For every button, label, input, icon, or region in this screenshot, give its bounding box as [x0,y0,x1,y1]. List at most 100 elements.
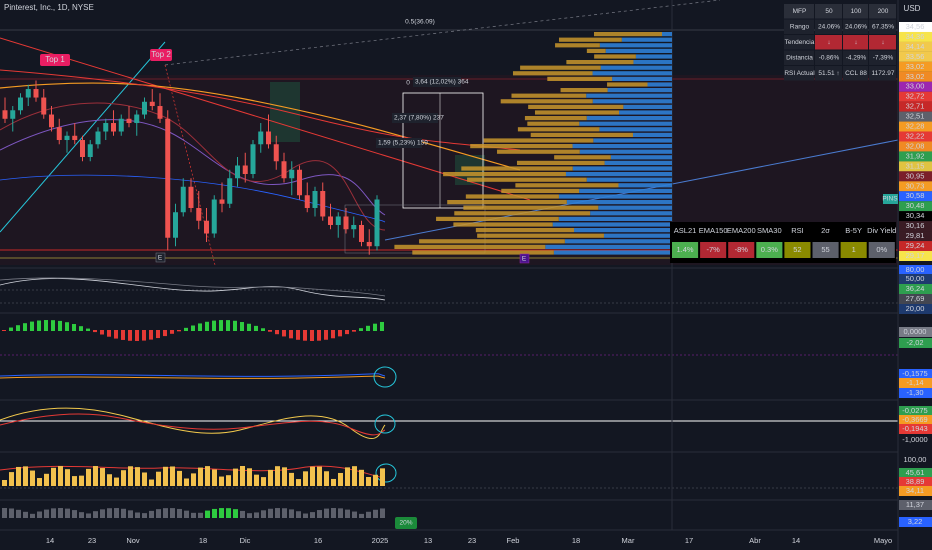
candle-body [142,101,147,115]
summary-cell [700,242,727,258]
summary-value: 1 [852,245,856,254]
pane-label: -1,14 [906,378,923,387]
table-cell [869,19,896,34]
profile-bar [593,138,672,143]
summary-header: EMA200 [727,226,756,235]
macd-bar [114,330,118,339]
price-label: 31,92 [906,151,925,160]
price-label: 29,17 [906,251,925,260]
vol-bar [359,513,364,518]
earnings-box[interactable] [519,253,530,264]
vol-bar [163,508,168,518]
price-tag [899,71,932,82]
vol-bar [16,509,21,518]
vol-bar [254,512,259,518]
profile-bar [592,71,672,76]
macd-bar [23,323,27,331]
currency[interactable]: USD [904,4,921,13]
profile-bar [566,60,634,65]
osc-bar [338,472,343,486]
profile-bar [579,188,672,193]
price-label: 30,48 [906,201,925,210]
macd-bar [303,330,307,341]
price-label: 29,81 [906,231,925,240]
osc-bar [380,468,385,486]
candle-body [235,165,240,179]
summary-cell [784,242,811,258]
pane-label: -0,0275 [902,406,927,415]
summary-cell [756,242,783,258]
macd-bar [233,320,237,331]
price-label: 32,51 [906,112,925,121]
candle-body [118,118,124,132]
top2-label: Top 2 [151,50,171,59]
x-label: 16 [314,536,322,545]
profile-bar [604,160,672,165]
summary-header: ASL21 [674,226,697,235]
vol-bar [317,510,322,518]
candle-body [266,131,271,145]
table-text: 51.51 ↑ [818,70,839,77]
osc-bar [2,480,7,486]
vol-bar [352,511,357,518]
vol-bar [324,508,329,518]
earnings-label[interactable]: E [158,255,163,262]
profile-bar [501,188,580,193]
price-tag [899,41,932,52]
table-text: 100 [851,8,862,15]
osc-bar [149,479,154,486]
earnings-label[interactable]: E [522,256,527,263]
pane-tag [899,424,932,434]
candle-body [273,144,279,162]
osc-bar [121,470,126,486]
candle-body [87,144,93,158]
profile-bar [572,144,672,149]
x-label: Mayo [874,536,892,545]
pane-label: 80,00 [906,265,925,274]
profile-bar [633,60,672,65]
osc-bar [37,478,42,486]
vol-bar [128,510,133,518]
profile-bar [564,239,672,244]
price-tag [899,91,932,102]
macd-bar [359,328,363,331]
vol-bar [345,509,350,518]
vol-bar [177,508,182,518]
osc-bar [219,476,224,486]
ticker-label: PINS [882,196,898,203]
profile-bar [592,99,672,104]
x-label: 13 [424,536,432,545]
profile-bar [534,110,620,115]
macd-bar [296,330,300,340]
vol-bar [331,508,336,518]
table-cell [815,66,842,81]
profile-bar [467,177,587,182]
price-tag [899,31,932,42]
vol-bar [170,508,175,518]
pane-label: 0,0000 [904,327,927,336]
candle-body [188,186,194,208]
candle-body [343,216,349,230]
candle-body [10,110,16,119]
profile-bar [598,205,672,210]
measure-label: 2,37 (7,80%) 237 [394,115,444,122]
profile-bar [586,177,672,182]
table-cell [869,35,896,50]
summary-value: 52 [793,245,801,254]
earnings-box[interactable] [155,252,166,263]
profile-bar [619,110,672,115]
profile-bar [520,65,601,70]
osc-bar [282,467,287,486]
price-tag [899,251,932,261]
profile-bar [412,250,554,255]
macd-bar [282,330,286,337]
osc-bar [184,478,189,486]
candle-body [196,207,202,221]
pane-tag [899,327,932,337]
osc-bar [51,467,56,486]
x-label: 14 [46,536,54,545]
candle-body [2,110,8,119]
pane-tag [899,415,932,425]
price-tag [899,121,932,132]
table-text: MFP [793,8,807,15]
